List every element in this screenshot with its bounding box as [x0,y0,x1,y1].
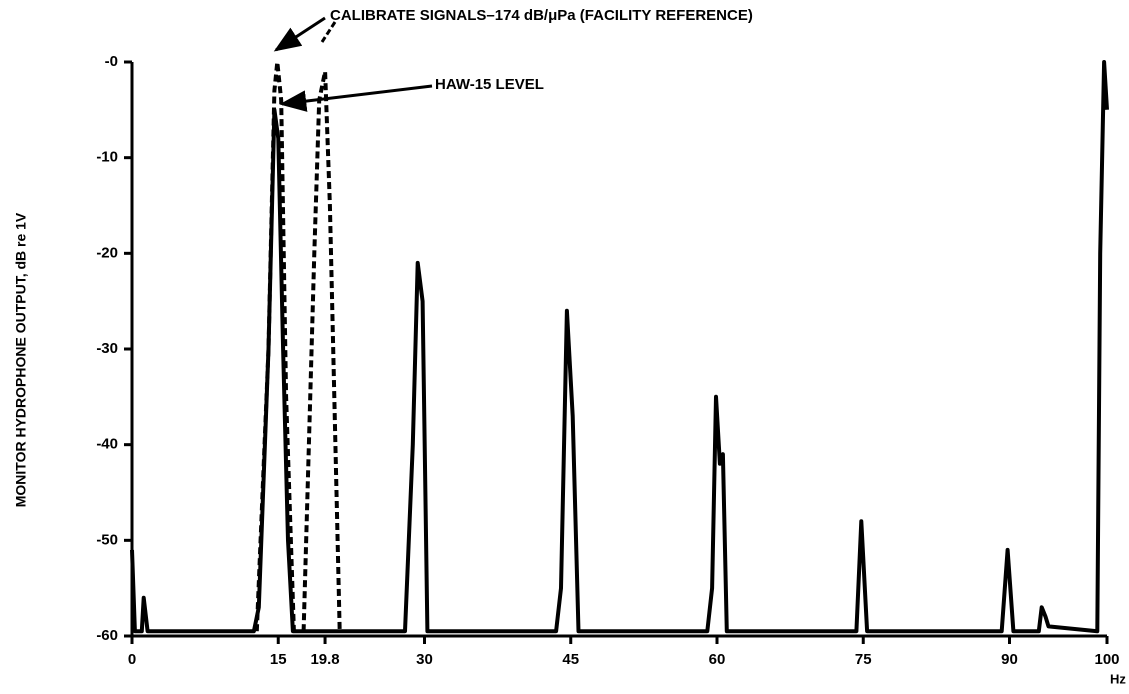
y-tick-label: -20 [96,244,118,261]
x-tick-label: 75 [855,651,872,668]
y-tick-label: -40 [96,436,118,453]
x-tick-label: 100 [1094,651,1119,668]
x-tick-label: 15 [270,651,287,668]
annotation: HAW-15 LEVEL [435,76,544,93]
y-tick-label: -10 [96,149,118,166]
data-line [254,60,342,632]
y-tick-label: -60 [96,627,118,644]
y-tick-label: -0 [105,53,118,70]
x-tick-label: 90 [1001,651,1018,668]
x-tick-label: 0 [128,651,136,668]
annotation: CALIBRATE SIGNALS–174 dB/μPa (FACILITY R… [330,7,753,24]
data-line [130,60,1109,634]
x-tick-label: 30 [416,651,433,668]
arrow [320,21,337,43]
y-tick-label: -30 [96,340,118,357]
y-axis-label: MONITOR HYDROPHONE OUTPUT, dB re 1V [13,212,29,507]
x-tick-label: 19.8 [310,651,339,668]
x-tick-label: 45 [562,651,579,668]
x-tick-label: 60 [709,651,726,668]
x-axis-label: Hz [1110,671,1126,686]
y-tick-label: -50 [96,531,118,548]
arrow [273,16,326,52]
arrow [279,84,433,112]
